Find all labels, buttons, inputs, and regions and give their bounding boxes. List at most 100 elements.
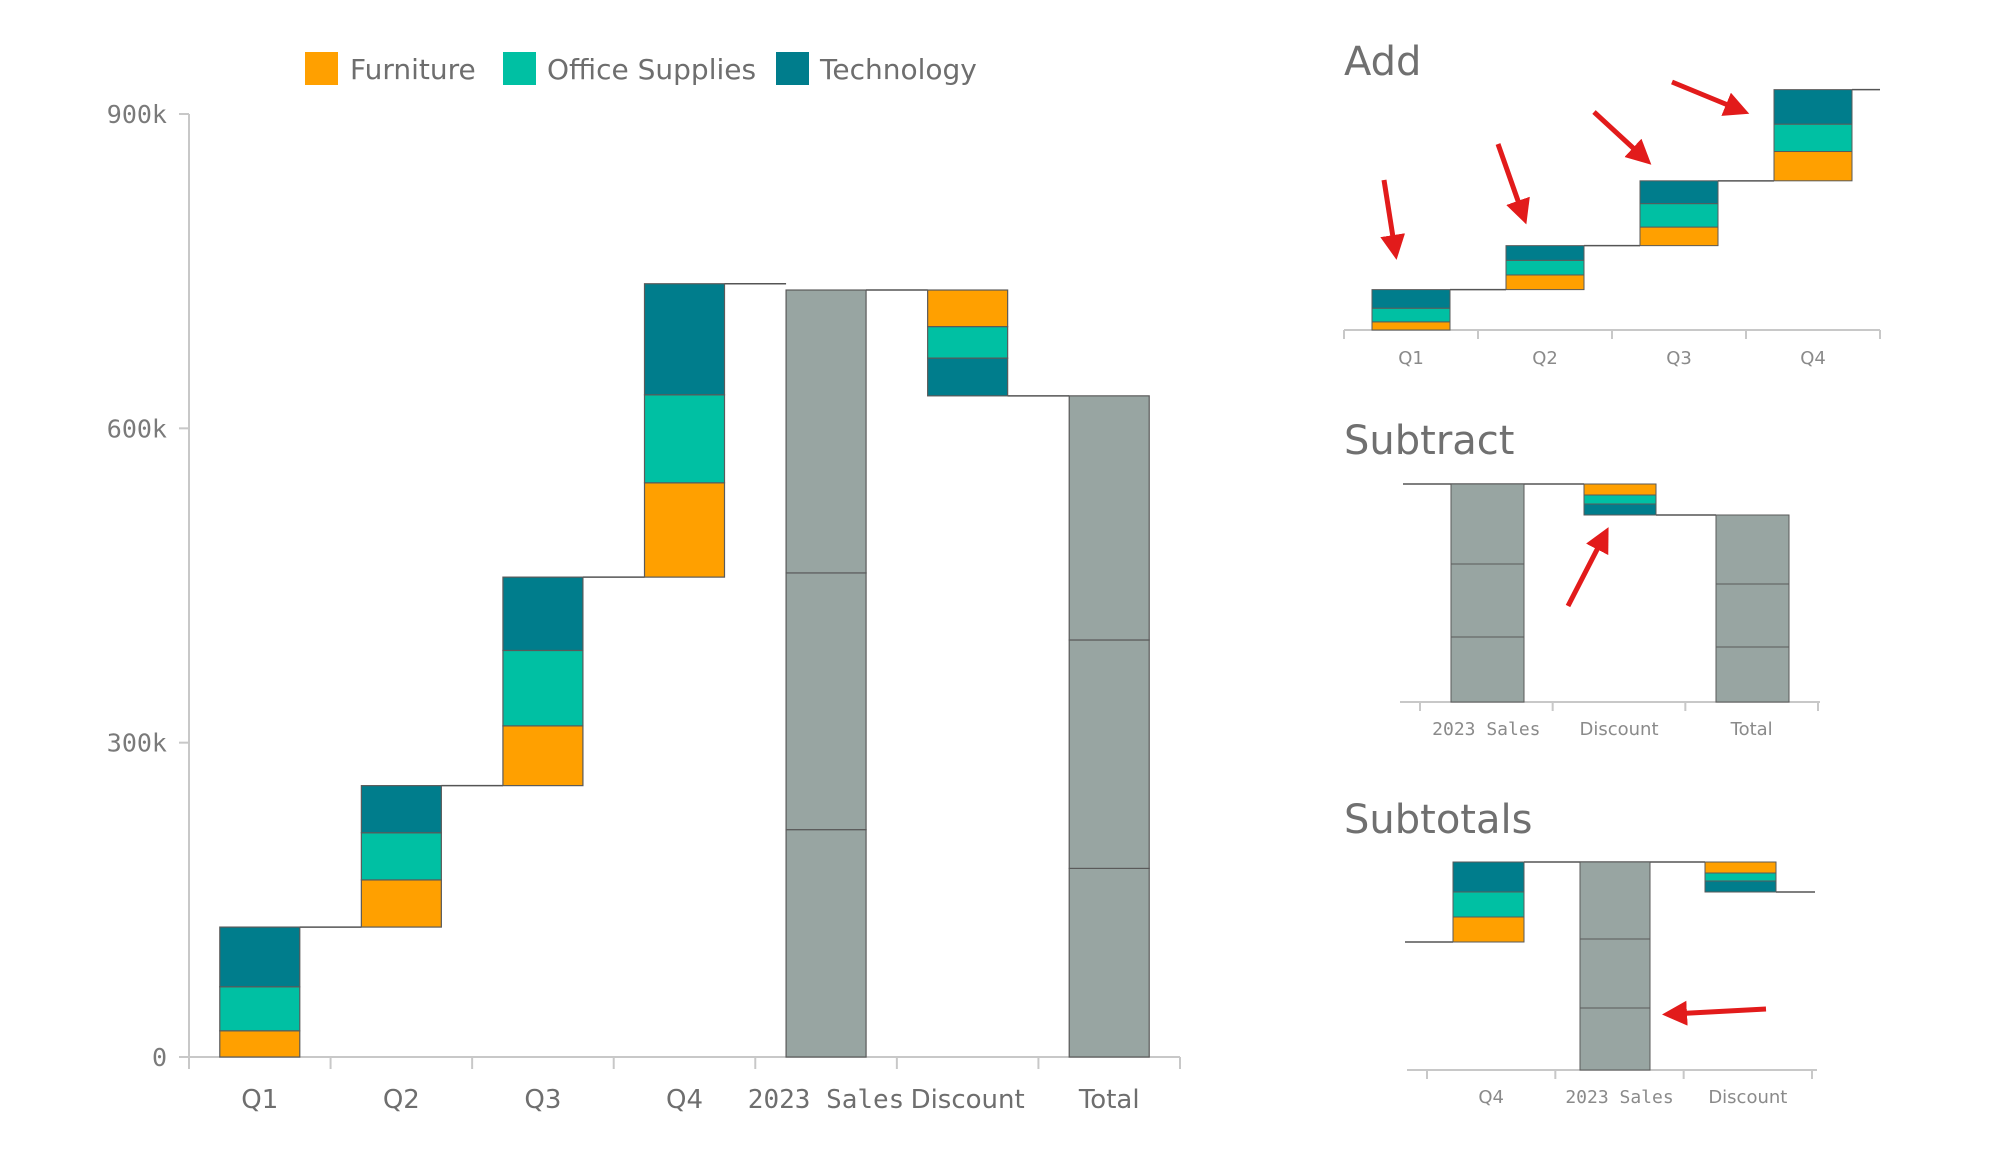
subtotals-x-tick-label-2023-sales: 2023 Sales (1565, 1087, 1673, 1108)
x-tick-label-discount: Discount (911, 1085, 1025, 1115)
add-panel-title: Add (1344, 39, 1421, 85)
add-x-tick-label-q1: Q1 (1398, 348, 1424, 369)
main-legend: Furniture Office Supplies Technology (305, 52, 977, 86)
y-tick-label: 600k (107, 414, 167, 443)
add-bar-q4-furniture (1773, 151, 1853, 182)
legend-swatch-technology (776, 52, 809, 85)
arrow-to-discount (1565, 527, 1609, 608)
x-tick-label-total: Total (1078, 1085, 1140, 1115)
arrow-to-q2 (1495, 143, 1530, 225)
bar-2023-sales (785, 289, 867, 1058)
subtract-x-tick-label-2023-sales: 2023 Sales (1432, 719, 1540, 740)
legend-label-technology: Technology (819, 53, 977, 86)
subtotals-q4-furniture (1452, 916, 1525, 943)
bar-discount (927, 289, 1009, 397)
x-tick-label-q2: Q2 (383, 1085, 420, 1115)
subtotals-panel: Subtotals Q4 2023 Sales Discount (1344, 797, 1817, 1108)
subtotals-bar-2023-sales (1579, 861, 1651, 1071)
main-y-axis: 0 300k 600k 900k (107, 100, 190, 1072)
arrow-to-q4 (1671, 79, 1750, 116)
add-bar-q3-furniture (1639, 226, 1719, 247)
arrow-to-q3 (1592, 110, 1652, 165)
subtract-bar-2023-sales (1450, 483, 1525, 703)
subtract-total-seg-1 (1715, 646, 1790, 703)
bar-q2-office-supplies (360, 832, 442, 881)
subtract-discount-furniture (1583, 483, 1657, 496)
main-x-axis: Q1 Q2 Q3 Q4 2023 Sales Discount Total (188, 1056, 1181, 1115)
subtract-2023-sales-seg-1 (1450, 636, 1525, 703)
bar-total-segment-3 (1068, 395, 1150, 641)
add-panel: Add Q1 Q2 Q3 Q4 (1343, 39, 1881, 369)
bar-q3 (502, 576, 584, 787)
bar-q1-office-supplies (219, 986, 301, 1032)
subtotals-x-tick-label-q4: Q4 (1478, 1087, 1504, 1108)
bar-q1-technology (219, 926, 301, 988)
subtract-total-seg-2 (1715, 583, 1790, 648)
add-bar-q1 (1371, 289, 1451, 331)
subtract-total-seg-3 (1715, 514, 1790, 585)
bar-2023-sales-segment-3 (785, 289, 867, 574)
subtract-panel: Subtract 2023 Sales Discount Total (1344, 418, 1820, 740)
add-bar-q4-technology (1773, 89, 1853, 125)
add-bar-q4 (1773, 89, 1853, 182)
legend-label-furniture: Furniture (350, 53, 476, 86)
x-tick-label-q3: Q3 (524, 1085, 561, 1115)
bar-q3-office-supplies (502, 649, 584, 727)
subtotals-bar-discount (1704, 861, 1777, 893)
subtract-2023-sales-seg-2 (1450, 563, 1525, 638)
bar-total-segment-2 (1068, 639, 1150, 869)
add-bar-q3 (1639, 180, 1719, 247)
main-chart: Furniture Office Supplies Technology 0 30… (107, 52, 1181, 1115)
bar-2023-sales-segment-1 (785, 829, 867, 1058)
subtotals-panel-title: Subtotals (1344, 797, 1532, 843)
x-tick-label-q4: Q4 (666, 1085, 703, 1115)
subtotals-q4-technology (1452, 861, 1525, 893)
subtotals-bar-q4 (1452, 861, 1525, 943)
subtract-x-tick-label-total: Total (1730, 719, 1773, 740)
bar-discount-furniture (927, 289, 1009, 328)
add-bar-q4-office-supplies (1773, 123, 1853, 153)
add-arrows (1380, 79, 1750, 260)
subtotals-2023-sales-seg-1 (1579, 1007, 1651, 1071)
y-tick-label: 0 (152, 1043, 167, 1072)
subtract-x-tick-label-discount: Discount (1579, 719, 1658, 740)
bar-total (1068, 395, 1150, 1058)
y-tick-label: 300k (107, 729, 167, 758)
bar-q4-office-supplies (643, 394, 726, 484)
bar-discount-office-supplies (927, 326, 1009, 359)
subtract-discount-technology (1583, 503, 1657, 516)
bar-q2-furniture (360, 879, 442, 928)
add-bar-q2-technology (1505, 245, 1585, 261)
bar-2023-sales-segment-2 (785, 572, 867, 831)
add-bar-q3-office-supplies (1639, 203, 1719, 228)
subtract-2023-sales-seg-3 (1450, 483, 1525, 565)
bar-q3-technology (502, 576, 584, 652)
legend-swatch-office-supplies (503, 52, 536, 85)
bar-q4 (643, 283, 726, 578)
subtract-panel-title: Subtract (1344, 418, 1514, 464)
y-tick-label: 900k (107, 100, 167, 129)
x-tick-label-q1: Q1 (241, 1085, 278, 1115)
add-bar-q1-office-supplies (1371, 307, 1451, 323)
subtract-bar-total (1715, 514, 1790, 703)
subtotals-x-tick-label-discount: Discount (1708, 1087, 1787, 1108)
legend-swatch-furniture (305, 52, 338, 85)
add-bar-q1-technology (1371, 289, 1451, 309)
subtotals-q4-office-supplies (1452, 891, 1525, 918)
bar-q1 (219, 926, 301, 1058)
subtract-discount-office-supplies (1583, 494, 1657, 505)
bar-q2 (360, 785, 442, 928)
subtotals-2023-sales-seg-3 (1579, 861, 1651, 940)
arrow-to-2023-sales (1662, 1000, 1767, 1026)
bar-q4-technology (643, 283, 726, 396)
add-x-tick-label-q4: Q4 (1800, 348, 1826, 369)
add-bar-q2-office-supplies (1505, 259, 1585, 276)
add-bar-q2 (1505, 245, 1585, 291)
add-bar-q1-furniture (1371, 321, 1451, 331)
bar-total-segment-1 (1068, 867, 1150, 1058)
add-bar-q2-furniture (1505, 274, 1585, 291)
x-tick-label-2023-sales: 2023 Sales (748, 1085, 905, 1115)
subtotals-discount-furniture (1704, 861, 1777, 874)
add-x-tick-label-q3: Q3 (1666, 348, 1692, 369)
